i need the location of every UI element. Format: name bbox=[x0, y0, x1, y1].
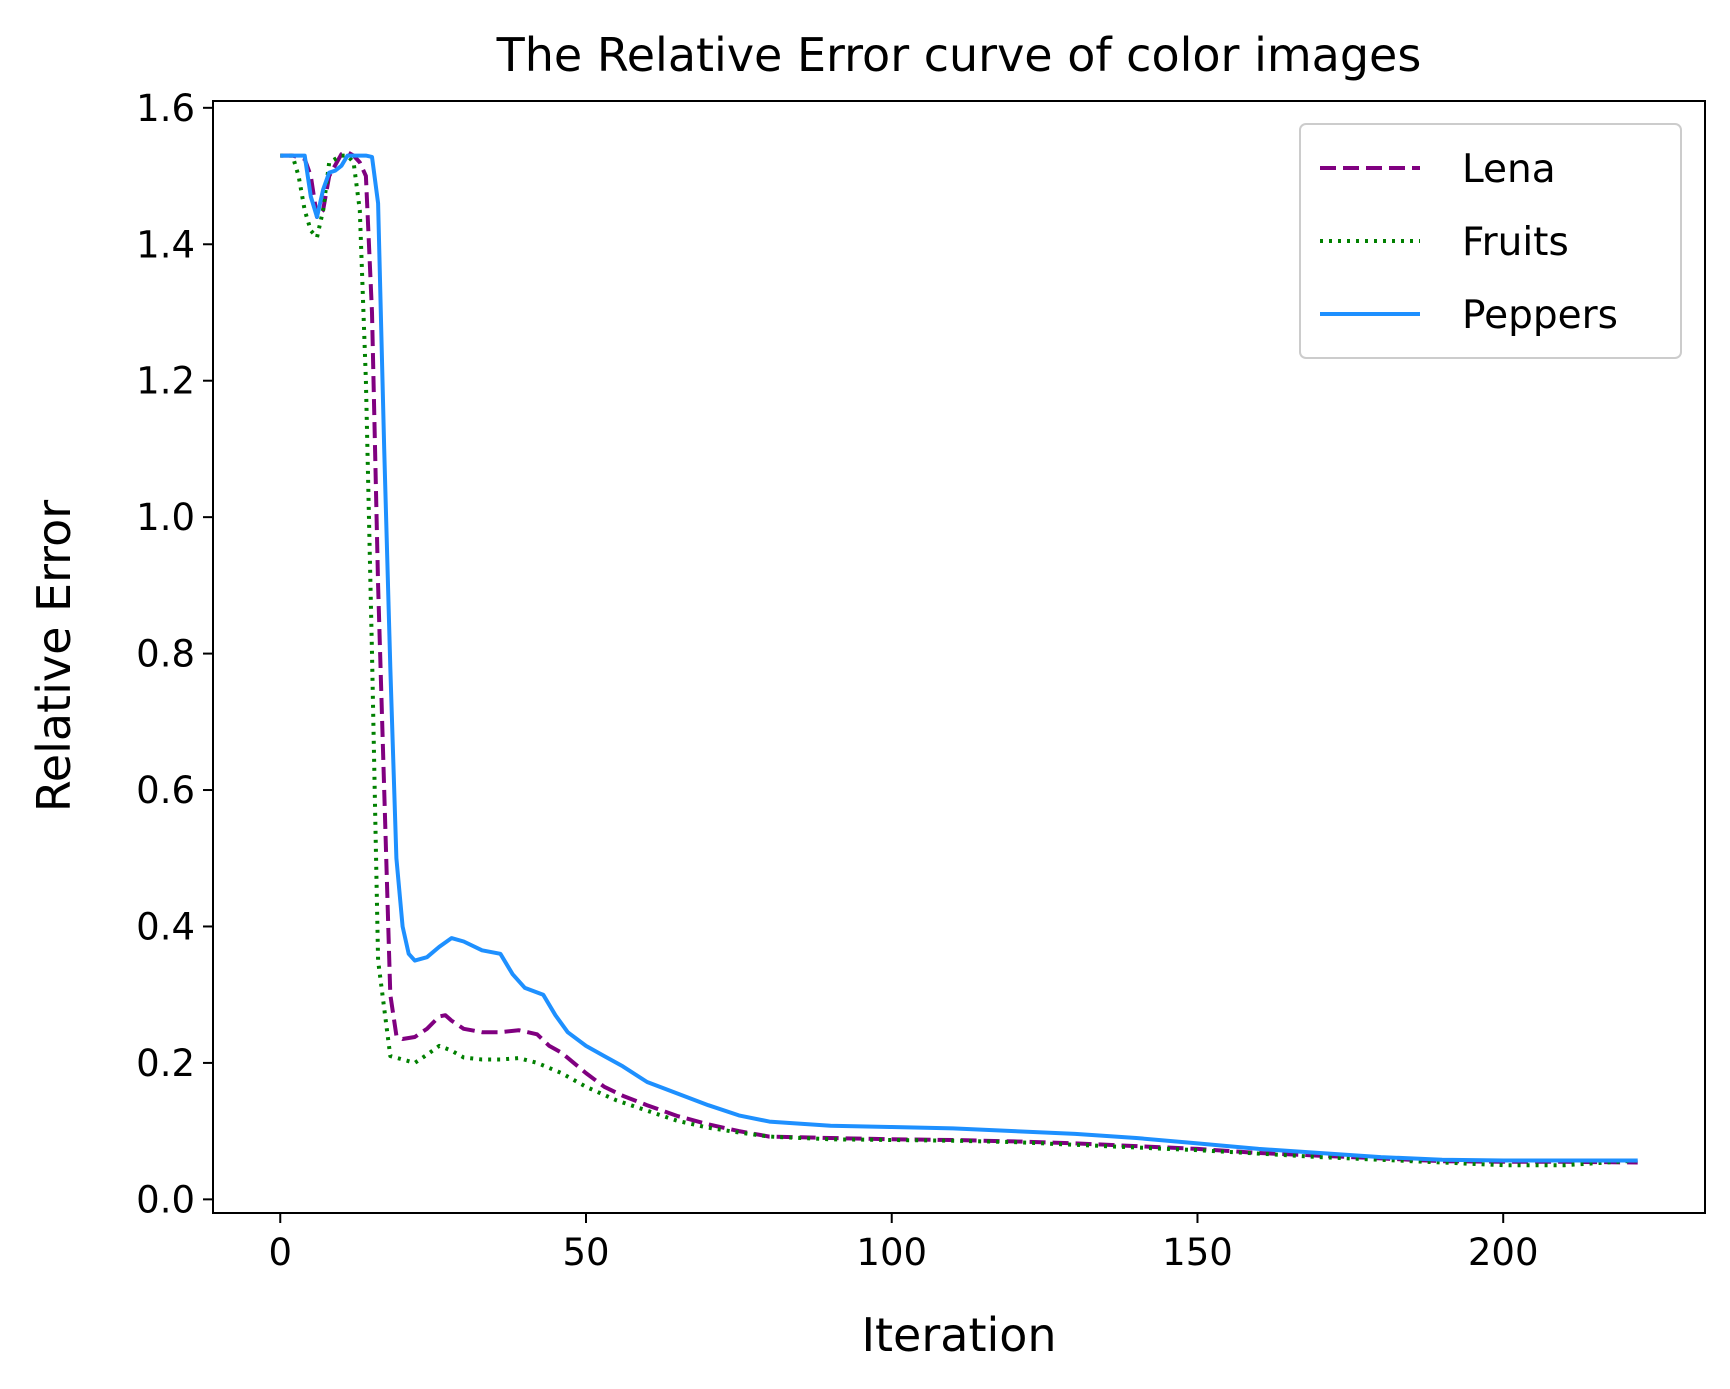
y-tick-label: 0.8 bbox=[136, 633, 195, 676]
x-tick-label: 200 bbox=[1468, 1231, 1539, 1274]
x-tick-label: 150 bbox=[1162, 1231, 1233, 1274]
x-tick-label: 100 bbox=[856, 1231, 927, 1274]
y-axis: 0.0 0.2 0.4 0.6 0.8 1.0 1.2 1.4 1.6 bbox=[136, 87, 213, 1221]
plot-area bbox=[212, 100, 1706, 1214]
legend: Lena Fruits Peppers bbox=[1299, 123, 1682, 359]
y-tick-label: 0.4 bbox=[136, 905, 195, 948]
y-tick-label: 0.6 bbox=[136, 769, 195, 812]
series-line-peppers bbox=[280, 153, 1638, 1163]
y-axis-label: Relative Error bbox=[27, 500, 81, 812]
y-tick-label: 0.2 bbox=[136, 1042, 195, 1085]
y-tick-label: 0.0 bbox=[136, 1178, 195, 1221]
legend-label-fruits: Fruits bbox=[1462, 220, 1569, 265]
x-tick-label: 50 bbox=[562, 1231, 609, 1274]
y-tick-label: 1.2 bbox=[136, 360, 195, 403]
y-tick-label: 1.4 bbox=[136, 223, 195, 266]
chart-title: The Relative Error curve of color images bbox=[496, 28, 1422, 82]
x-axis-label: Iteration bbox=[861, 1308, 1056, 1362]
y-tick-label: 1.0 bbox=[136, 496, 195, 539]
x-axis: 0 50 100 150 200 bbox=[268, 1213, 1539, 1274]
series-layer bbox=[280, 150, 1638, 1168]
legend-label-peppers: Peppers bbox=[1462, 293, 1618, 338]
y-tick-label: 1.6 bbox=[136, 87, 195, 130]
plot-frame bbox=[212, 100, 1706, 1214]
legend-label-lena: Lena bbox=[1462, 147, 1556, 192]
x-tick-label: 0 bbox=[268, 1231, 292, 1274]
legend-frame bbox=[1299, 123, 1682, 359]
